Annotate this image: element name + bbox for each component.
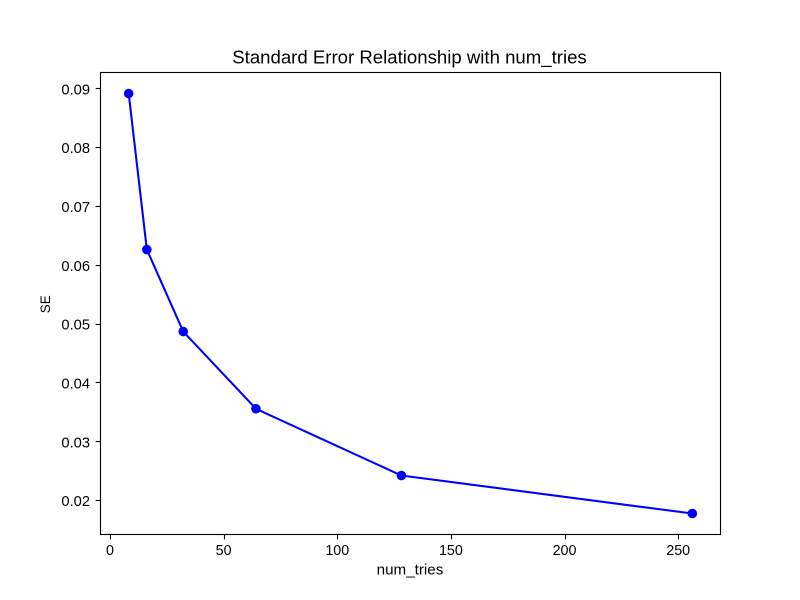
svg-text:0.03: 0.03 bbox=[61, 435, 90, 451]
svg-text:0.02: 0.02 bbox=[61, 494, 90, 510]
svg-text:Standard Error Relationship wi: Standard Error Relationship with num_tri… bbox=[232, 46, 586, 68]
svg-text:SE: SE bbox=[38, 295, 53, 313]
svg-text:num_tries: num_tries bbox=[377, 561, 444, 578]
svg-text:200: 200 bbox=[553, 543, 577, 559]
svg-text:250: 250 bbox=[666, 543, 690, 559]
svg-text:50: 50 bbox=[216, 543, 232, 559]
svg-text:0.09: 0.09 bbox=[61, 82, 90, 98]
svg-text:0.08: 0.08 bbox=[61, 141, 90, 157]
svg-text:0.06: 0.06 bbox=[61, 259, 90, 275]
svg-text:0.07: 0.07 bbox=[61, 200, 90, 216]
svg-text:0: 0 bbox=[106, 543, 114, 559]
svg-text:0.05: 0.05 bbox=[61, 318, 90, 334]
svg-text:150: 150 bbox=[439, 543, 463, 559]
svg-text:100: 100 bbox=[325, 543, 349, 559]
svg-text:0.04: 0.04 bbox=[61, 377, 90, 393]
